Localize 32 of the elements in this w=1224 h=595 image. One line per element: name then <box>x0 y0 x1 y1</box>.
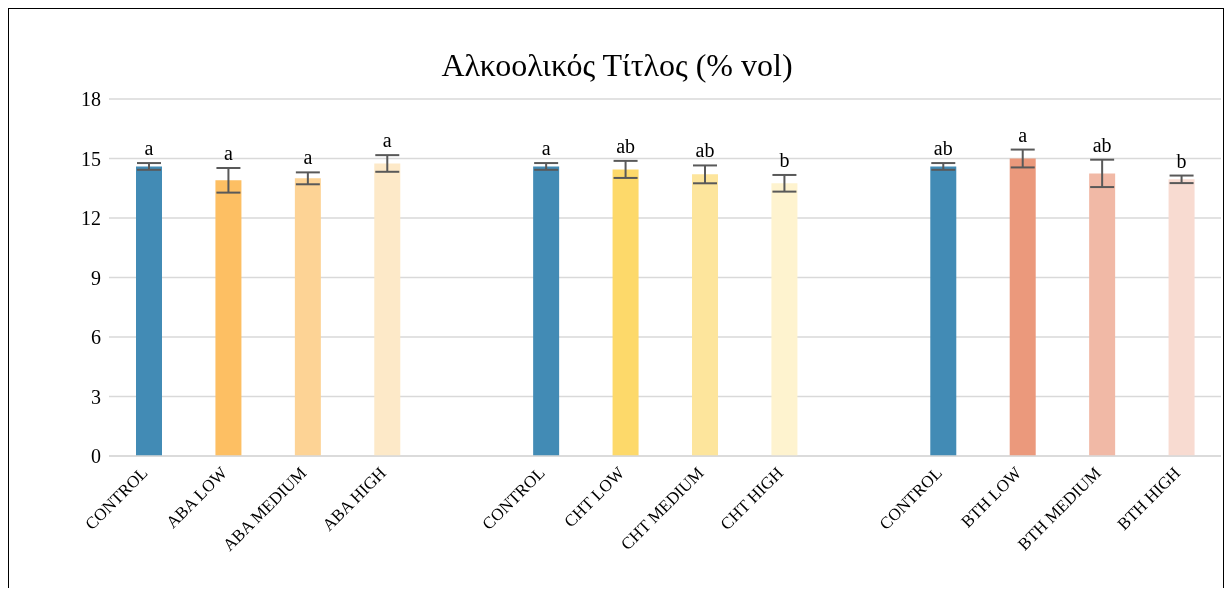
data-label: ab <box>616 134 636 157</box>
data-label: a <box>382 129 392 152</box>
data-label: b <box>779 148 790 171</box>
data-label: a <box>541 137 551 160</box>
bar <box>374 163 401 456</box>
data-label: a <box>303 146 313 169</box>
bar <box>930 166 957 456</box>
data-label: ab <box>933 137 953 160</box>
bar <box>1009 158 1036 456</box>
chart-title: Αλκοολικός Τίτλος (% vol) <box>440 47 794 84</box>
bar <box>612 169 639 456</box>
y-tick-label: 18 <box>81 88 101 111</box>
data-label: a <box>144 137 154 160</box>
y-tick-label: 9 <box>91 266 101 289</box>
bar <box>1089 173 1116 456</box>
bar <box>215 180 242 456</box>
bar <box>692 174 718 456</box>
y-tick-label: 6 <box>91 326 101 349</box>
bar <box>136 166 162 456</box>
y-tick-label: 12 <box>81 207 101 230</box>
data-label: a <box>223 142 233 165</box>
bar <box>771 183 798 456</box>
data-label: a <box>1018 123 1028 146</box>
y-tick-label: 15 <box>81 147 101 170</box>
bar <box>533 166 560 456</box>
bar <box>1168 179 1195 456</box>
data-label: b <box>1176 149 1187 172</box>
y-tick-label: 0 <box>91 445 101 468</box>
data-label: ab <box>1092 133 1112 156</box>
data-label: ab <box>695 139 715 162</box>
bar <box>294 178 321 456</box>
y-tick-label: 3 <box>91 385 101 408</box>
